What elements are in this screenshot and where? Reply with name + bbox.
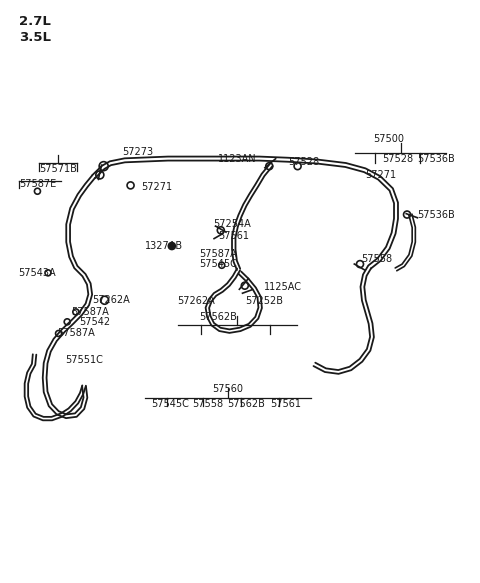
Text: 57271: 57271 xyxy=(142,181,173,192)
Text: 57271: 57271 xyxy=(365,170,396,180)
Text: 57528: 57528 xyxy=(382,153,413,164)
Text: 57542: 57542 xyxy=(79,317,110,327)
Text: 57254A: 57254A xyxy=(214,219,252,230)
Text: 57587A: 57587A xyxy=(58,328,96,339)
Text: 57587E: 57587E xyxy=(19,178,57,189)
Text: 57545C: 57545C xyxy=(199,259,237,269)
Text: 57252B: 57252B xyxy=(245,296,283,306)
Text: 57562B: 57562B xyxy=(228,399,265,409)
Circle shape xyxy=(168,243,175,250)
Text: 57536B: 57536B xyxy=(418,153,456,164)
Text: 57262A: 57262A xyxy=(92,295,130,305)
Text: 57551C: 57551C xyxy=(65,355,103,366)
Text: 3.5L: 3.5L xyxy=(19,31,51,44)
Text: 57561: 57561 xyxy=(218,231,250,241)
Text: 57571B: 57571B xyxy=(39,164,77,174)
Text: 57536B: 57536B xyxy=(418,209,456,220)
Text: 57273: 57273 xyxy=(122,146,154,157)
Text: 57262A: 57262A xyxy=(178,296,216,306)
Text: 57543A: 57543A xyxy=(18,268,56,278)
Text: 57528: 57528 xyxy=(288,157,319,167)
Text: 57560: 57560 xyxy=(213,384,243,395)
Text: 1327AB: 1327AB xyxy=(145,241,183,251)
Text: 57500: 57500 xyxy=(373,134,404,144)
Text: 2.7L: 2.7L xyxy=(19,15,51,27)
Text: 57562B: 57562B xyxy=(199,311,237,322)
Text: 57561: 57561 xyxy=(270,399,301,409)
Text: 57558: 57558 xyxy=(192,399,223,409)
Text: 1125AC: 1125AC xyxy=(264,282,302,292)
Text: 57587A: 57587A xyxy=(71,307,109,317)
Text: 1123AN: 1123AN xyxy=(218,153,257,164)
Text: 57545C: 57545C xyxy=(152,399,189,409)
Text: 57587A: 57587A xyxy=(199,248,237,259)
Text: 57558: 57558 xyxy=(361,254,393,265)
